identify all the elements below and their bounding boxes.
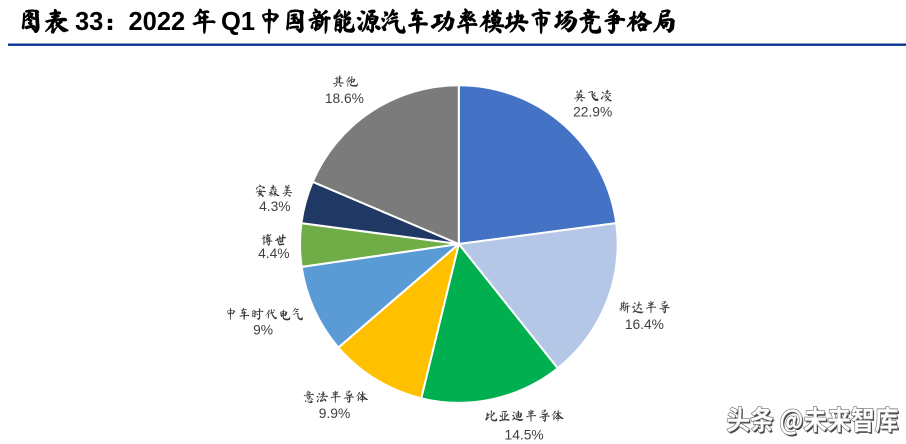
svg-text:33: 33 [75,8,103,36]
svg-text:9%: 9% [253,323,273,338]
svg-text:4.4%: 4.4% [258,246,289,261]
svg-text:4.3%: 4.3% [259,199,290,214]
svg-text:18.6%: 18.6% [325,91,364,106]
svg-text:16.4%: 16.4% [625,317,664,332]
svg-text:2022: 2022 [129,8,186,36]
svg-text:22.9%: 22.9% [573,105,612,120]
svg-text:14.5%: 14.5% [505,428,544,443]
svg-text:Q1: Q1 [221,8,255,36]
svg-text:9.9%: 9.9% [319,406,350,421]
